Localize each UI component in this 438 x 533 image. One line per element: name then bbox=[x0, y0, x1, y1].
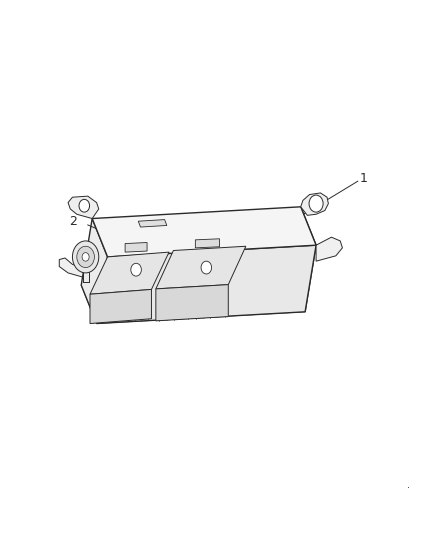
Circle shape bbox=[82, 253, 89, 261]
Polygon shape bbox=[59, 258, 116, 284]
Polygon shape bbox=[138, 220, 166, 227]
Text: 2: 2 bbox=[69, 215, 77, 228]
Polygon shape bbox=[96, 245, 315, 324]
Polygon shape bbox=[155, 246, 245, 289]
Circle shape bbox=[79, 199, 89, 212]
Polygon shape bbox=[155, 285, 228, 321]
Text: .: . bbox=[406, 480, 409, 490]
Circle shape bbox=[72, 241, 99, 273]
Polygon shape bbox=[68, 196, 99, 219]
Polygon shape bbox=[300, 193, 328, 215]
Text: 1: 1 bbox=[359, 172, 367, 185]
Polygon shape bbox=[90, 252, 169, 294]
Polygon shape bbox=[92, 207, 315, 257]
Polygon shape bbox=[125, 243, 147, 252]
Polygon shape bbox=[81, 273, 304, 324]
Circle shape bbox=[308, 195, 322, 212]
Polygon shape bbox=[315, 237, 342, 261]
Circle shape bbox=[131, 263, 141, 276]
Polygon shape bbox=[289, 207, 315, 312]
Polygon shape bbox=[90, 289, 151, 324]
Polygon shape bbox=[81, 219, 107, 324]
Circle shape bbox=[201, 261, 211, 274]
Polygon shape bbox=[195, 239, 219, 248]
Circle shape bbox=[77, 246, 94, 268]
